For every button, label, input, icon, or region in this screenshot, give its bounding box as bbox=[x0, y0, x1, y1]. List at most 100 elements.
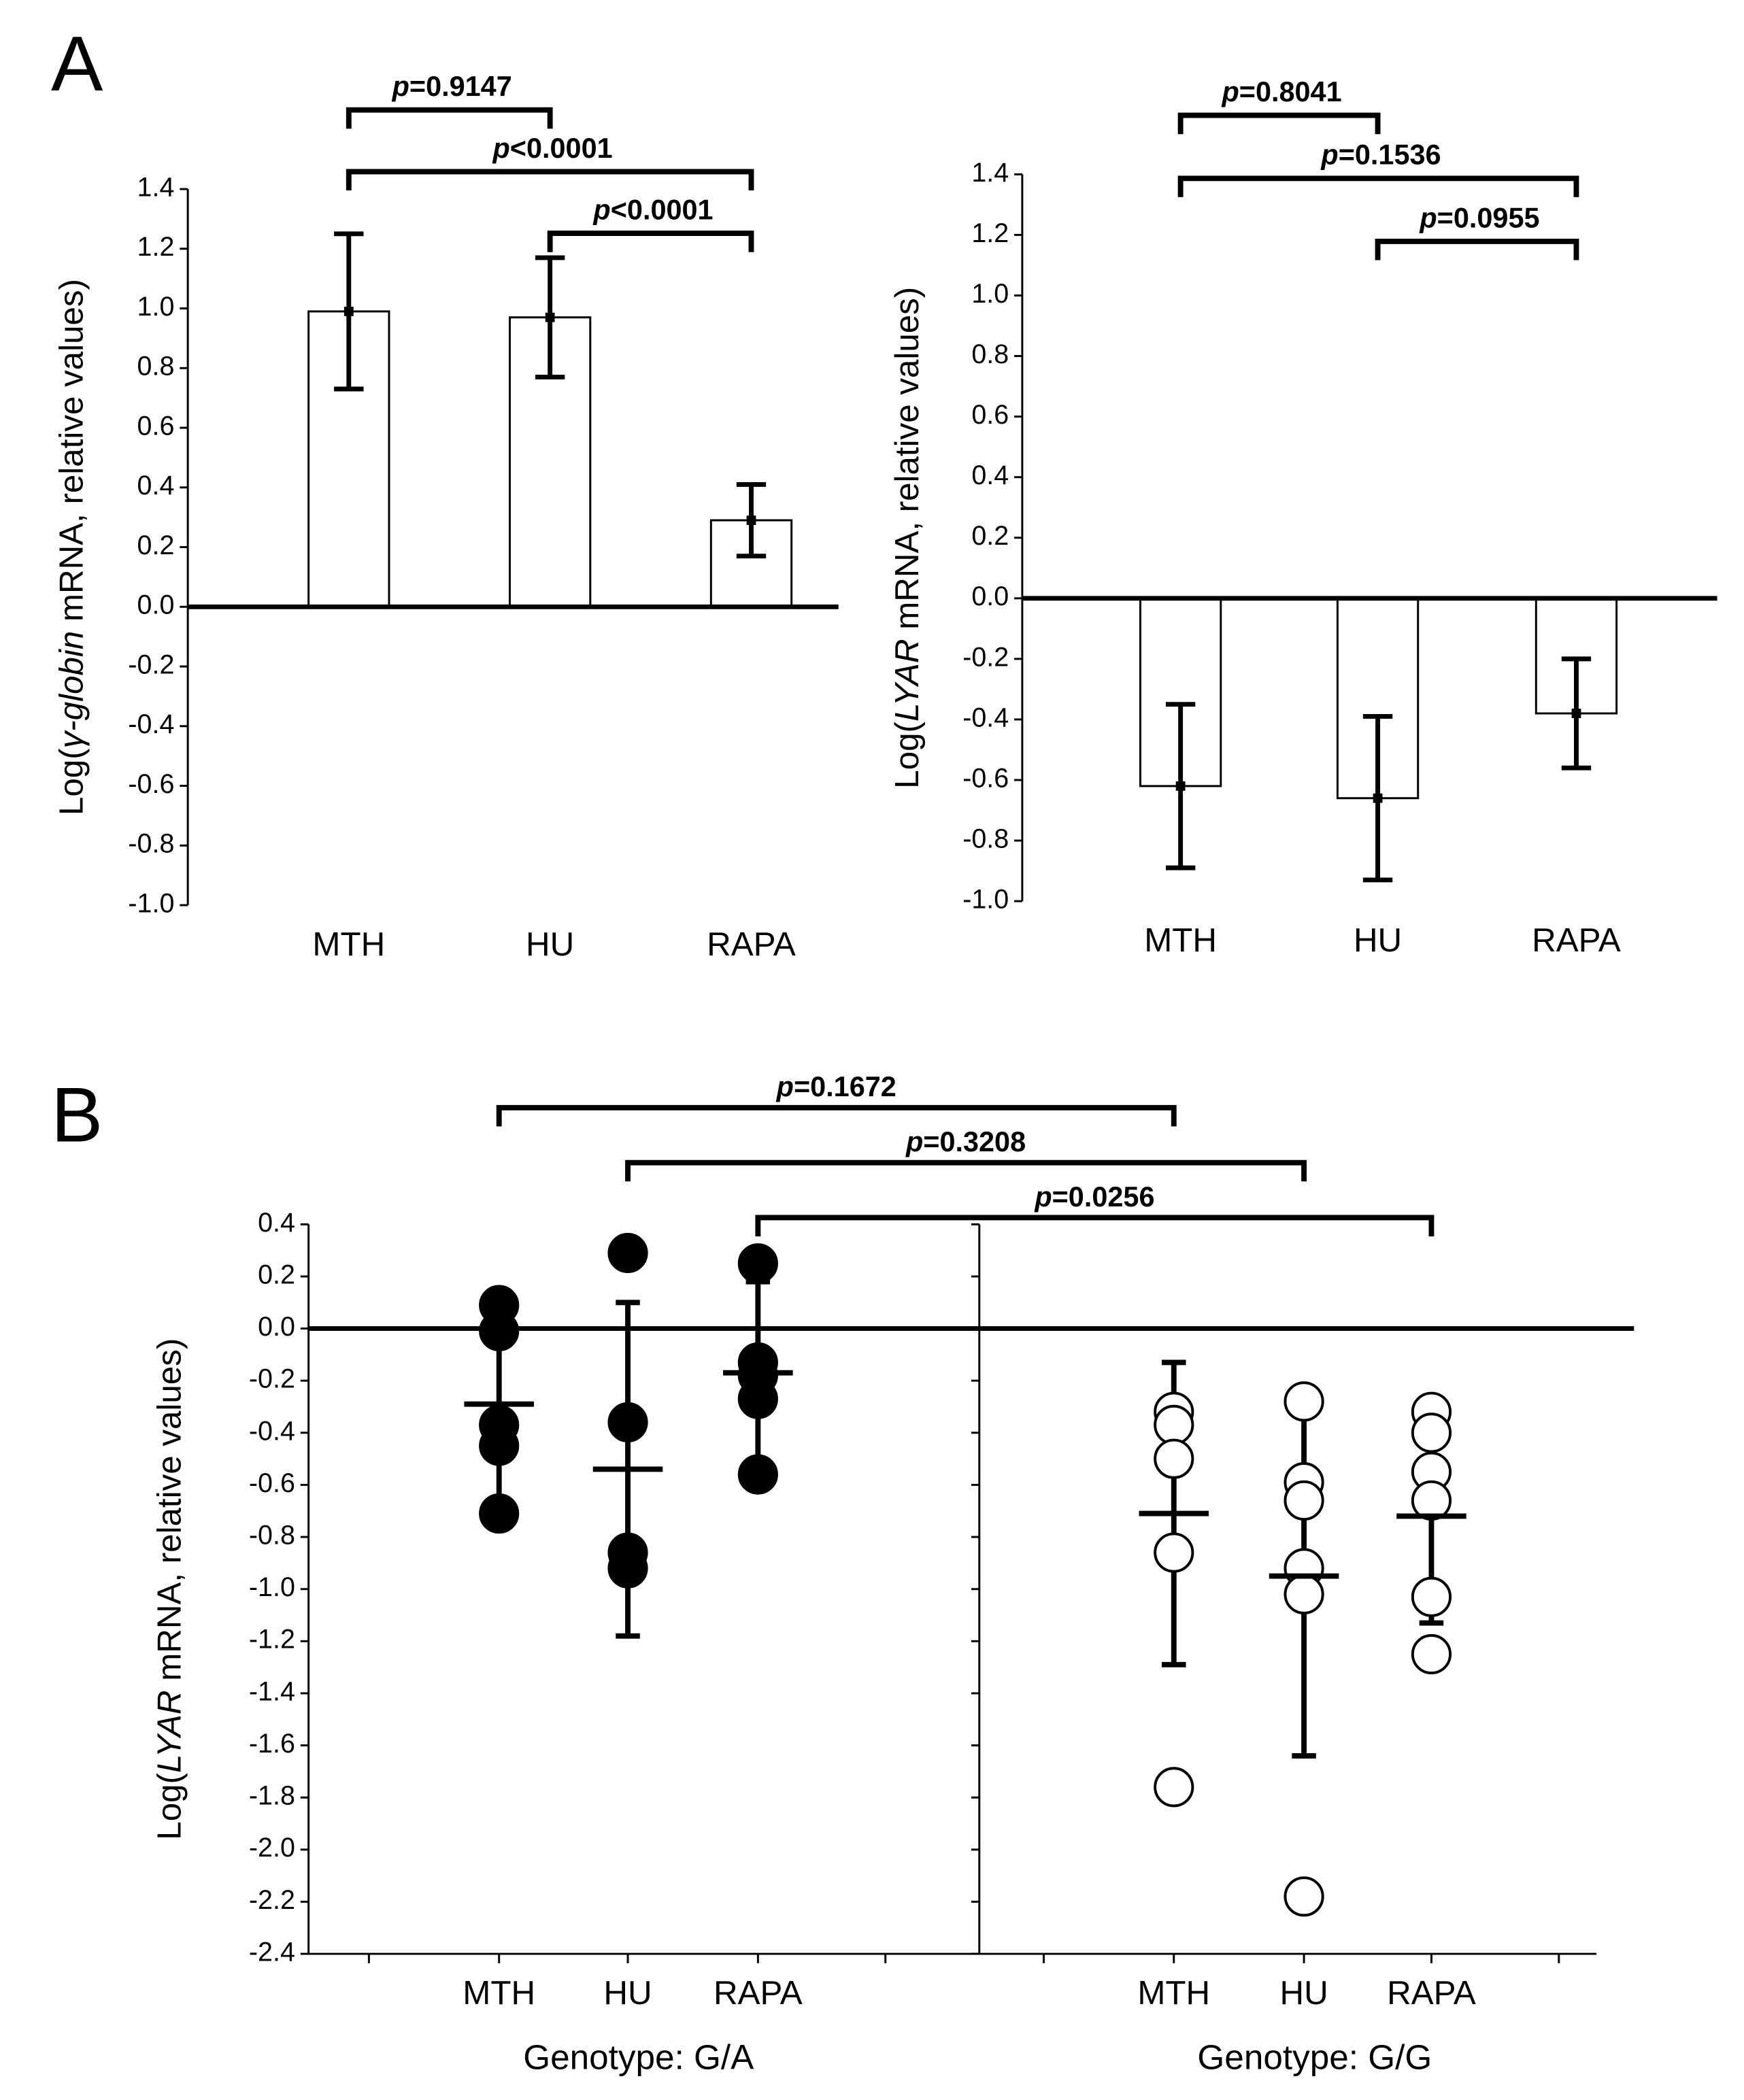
p-text: =0.0955 bbox=[1437, 202, 1540, 233]
comparison-bracket bbox=[625, 1159, 1307, 1182]
data-point bbox=[1154, 1532, 1194, 1573]
y-tick-label: -1.0 bbox=[128, 888, 174, 918]
y-tick-label: -1.0 bbox=[249, 1572, 295, 1602]
y-tick-label: -0.8 bbox=[128, 829, 174, 859]
data-point bbox=[607, 1402, 648, 1443]
p-text: =0.8041 bbox=[1239, 76, 1342, 107]
x-tick-label: MTH bbox=[1137, 1974, 1210, 2012]
p-text: =0.1672 bbox=[794, 1071, 896, 1102]
y-label-part: Log( bbox=[888, 721, 926, 788]
mean-marker bbox=[1571, 709, 1581, 718]
p-value-label: p<0.0001 bbox=[592, 194, 713, 226]
data-point bbox=[607, 1232, 648, 1274]
y-tick-label: 0.6 bbox=[971, 400, 1009, 430]
y-label-part: Log( bbox=[52, 748, 90, 815]
p-value-label: p=0.0256 bbox=[1034, 1181, 1154, 1213]
comparison-bracket bbox=[547, 231, 754, 252]
y-tick-label: 0.4 bbox=[137, 471, 175, 501]
p-value-label: p=0.8041 bbox=[1221, 76, 1341, 107]
x-tick-label: MTH bbox=[1144, 921, 1217, 959]
y-axis-label: Log(γ-globin mRNA, relative values) bbox=[52, 279, 90, 815]
y-tick-label: -1.4 bbox=[249, 1676, 295, 1706]
p-symbol: p bbox=[592, 194, 610, 226]
y-tick-label: -1.6 bbox=[249, 1729, 295, 1759]
group-name: Genotype: G/A bbox=[523, 2037, 754, 2076]
p-text: <0.0001 bbox=[611, 194, 714, 226]
y-axis-label: Log(LYAR mRNA, relative values) bbox=[888, 287, 926, 789]
y-tick-label: 0.8 bbox=[137, 352, 175, 382]
y-tick-label: 0.8 bbox=[971, 339, 1009, 369]
p-symbol: p bbox=[1419, 202, 1437, 233]
data-point bbox=[1284, 1480, 1324, 1521]
y-tick-label: 0.4 bbox=[971, 460, 1009, 490]
comparison-bracket bbox=[346, 169, 754, 191]
y-label-part: LYAR bbox=[150, 1690, 188, 1773]
data-point bbox=[1154, 1767, 1194, 1808]
y-tick-label: 1.2 bbox=[971, 218, 1009, 248]
y-tick-label: 0.0 bbox=[258, 1312, 295, 1342]
y-tick-label: 0.2 bbox=[137, 530, 175, 560]
mean-marker bbox=[746, 515, 756, 525]
y-tick-label: 0.6 bbox=[137, 411, 175, 441]
comparison-bracket bbox=[1375, 238, 1579, 260]
x-tick-label: HU bbox=[603, 1974, 652, 2012]
y-tick-label: 0.4 bbox=[258, 1208, 295, 1238]
y-axis-label: Log(LYAR mRNA, relative values) bbox=[150, 1338, 188, 1840]
data-point bbox=[1411, 1576, 1452, 1617]
y-tick-label: 0.0 bbox=[137, 590, 175, 620]
x-tick-label: RAPA bbox=[707, 926, 796, 963]
y-label-part: mRNA, relative values) bbox=[888, 287, 926, 639]
y-tick-label: 1.2 bbox=[137, 232, 175, 262]
x-tick-label: MTH bbox=[312, 926, 385, 963]
data-point bbox=[479, 1310, 520, 1352]
y-tick-label: 0.2 bbox=[258, 1259, 295, 1289]
p-value-label: p=0.9147 bbox=[392, 71, 512, 102]
data-point bbox=[607, 1548, 648, 1589]
y-tick-label: 0.0 bbox=[971, 581, 1009, 611]
y-label-part: Log( bbox=[150, 1772, 188, 1840]
y-tick-label: -1.2 bbox=[249, 1625, 295, 1655]
y-label-part: mRNA, relative values) bbox=[52, 279, 90, 631]
group-name: Genotype: G/G bbox=[1197, 2037, 1432, 2076]
comparison-bracket bbox=[1177, 175, 1579, 197]
y-tick-label: 1.0 bbox=[971, 279, 1009, 309]
y-tick-label: -0.2 bbox=[962, 642, 1009, 672]
panel-label: A bbox=[51, 20, 103, 107]
p-value-label: p<0.0001 bbox=[492, 133, 613, 164]
y-tick-label: -0.4 bbox=[249, 1416, 295, 1446]
y-tick-label: 1.0 bbox=[137, 292, 175, 322]
y-tick-label: 1.4 bbox=[971, 158, 1009, 188]
mean-marker bbox=[343, 307, 354, 316]
comparison-bracket bbox=[1177, 112, 1381, 135]
y-tick-label: -1.8 bbox=[249, 1781, 295, 1811]
data-point bbox=[1284, 1876, 1324, 1917]
x-tick-label: HU bbox=[1279, 1974, 1328, 2012]
data-point bbox=[737, 1454, 778, 1495]
y-tick-label: -2.0 bbox=[249, 1833, 295, 1863]
y-label-part: mRNA, relative values) bbox=[150, 1338, 188, 1691]
x-tick-label: RAPA bbox=[714, 1974, 803, 2012]
data-point bbox=[737, 1378, 778, 1419]
p-value-label: p=0.1536 bbox=[1320, 139, 1441, 171]
y-tick-label: -0.6 bbox=[962, 763, 1009, 793]
data-point bbox=[1411, 1480, 1452, 1521]
p-value-label: p=0.1672 bbox=[776, 1071, 896, 1102]
comparison-bracket bbox=[755, 1215, 1435, 1237]
data-point bbox=[479, 1493, 520, 1534]
data-point bbox=[479, 1425, 520, 1466]
p-value-label: p=0.0955 bbox=[1419, 202, 1539, 233]
y-tick-label: -0.8 bbox=[962, 824, 1009, 853]
y-tick-label: -0.2 bbox=[128, 649, 174, 679]
p-symbol: p bbox=[1034, 1181, 1052, 1213]
comparison-bracket bbox=[346, 107, 553, 129]
p-text: =0.9147 bbox=[409, 71, 512, 102]
p-symbol: p bbox=[492, 133, 510, 164]
y-tick-label: -0.4 bbox=[128, 709, 174, 739]
mean-marker bbox=[545, 312, 555, 322]
p-symbol: p bbox=[1320, 139, 1338, 171]
p-symbol: p bbox=[905, 1126, 923, 1157]
x-tick-label: RAPA bbox=[1387, 1974, 1476, 2012]
x-tick-label: MTH bbox=[463, 1974, 535, 2012]
panel-label: B bbox=[51, 1072, 103, 1159]
y-tick-label: -0.6 bbox=[128, 769, 174, 799]
